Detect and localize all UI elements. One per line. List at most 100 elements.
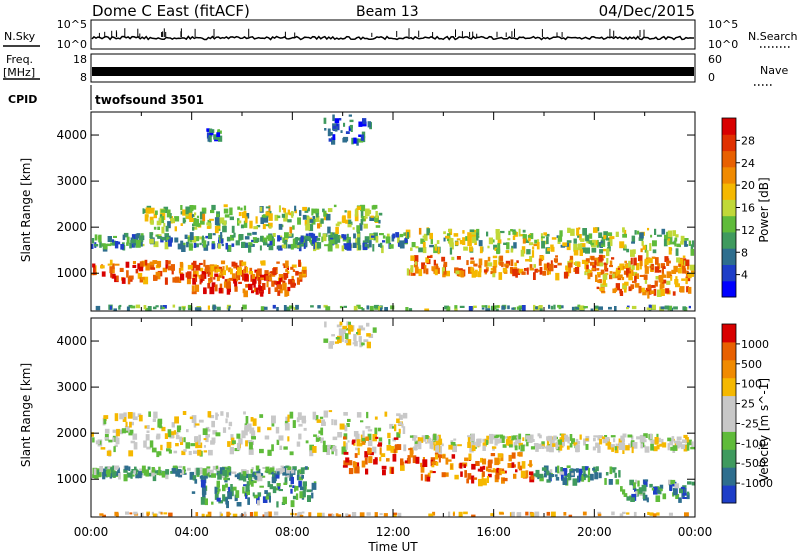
power-cell <box>258 277 262 285</box>
power-cell <box>161 226 165 234</box>
power-cell <box>180 273 185 281</box>
velocity-cell <box>298 480 302 488</box>
velocity-cell <box>468 438 472 442</box>
power-cell <box>360 219 364 225</box>
velocity-cell <box>152 418 156 422</box>
power-cell <box>674 237 678 242</box>
velocity-cell <box>153 411 158 419</box>
velocity-cell <box>346 321 349 326</box>
velocity-cell <box>604 478 607 485</box>
power-cell <box>332 134 336 140</box>
power-cell <box>312 208 318 214</box>
velocity-cell <box>179 436 183 443</box>
power-cell <box>423 233 428 241</box>
velocity-cell <box>285 416 289 424</box>
velocity-cell <box>132 412 136 418</box>
velocity-cell <box>161 471 166 478</box>
power-cell <box>353 137 357 144</box>
power-cell <box>624 281 629 286</box>
velocity-cell <box>435 440 441 447</box>
power-cell <box>634 275 637 283</box>
velocity-cell <box>353 442 356 446</box>
power-cell <box>304 235 308 240</box>
velocity-cell <box>683 434 688 439</box>
power-cell <box>622 233 627 238</box>
velocity-cell <box>585 444 589 450</box>
velocity-cell <box>494 457 500 466</box>
velocity-cell <box>234 474 239 478</box>
velocity-cell <box>202 492 206 500</box>
velocity-cell <box>334 341 339 344</box>
power-cell <box>519 307 522 311</box>
velocity-cell <box>301 511 305 514</box>
velocity-cell <box>242 486 245 494</box>
power-cell <box>443 271 447 275</box>
velocity-cell <box>585 466 589 471</box>
power-cell <box>584 271 587 276</box>
power-cell <box>631 235 636 242</box>
velocity-cell <box>344 339 348 343</box>
power-cell <box>231 225 235 233</box>
velocity-cell <box>534 511 540 517</box>
power-cell <box>626 305 630 308</box>
power-cell <box>248 242 253 246</box>
power-cell <box>147 306 152 311</box>
power-cell <box>375 225 381 228</box>
velocity-cell <box>672 487 678 496</box>
power-cell <box>358 245 362 250</box>
velocity-cell <box>322 440 326 449</box>
velocity-cell <box>278 489 283 492</box>
velocity-cell <box>644 479 649 482</box>
velocity-colorbar-segment <box>722 377 736 397</box>
power-cell <box>481 307 485 310</box>
velocity-cell <box>629 495 633 499</box>
velocity-cell <box>649 483 653 488</box>
velocity-cell <box>227 471 232 476</box>
power-cell <box>473 305 477 308</box>
velocity-cell <box>168 512 173 517</box>
power-cell <box>274 287 279 292</box>
power-cell <box>343 305 347 308</box>
power-cell <box>510 229 513 232</box>
power-cell <box>522 229 526 233</box>
power-cell <box>380 307 383 311</box>
velocity-colorbar-tick-label: -1000 <box>741 477 773 490</box>
power-colorbar-tick-label: 16 <box>741 202 755 215</box>
velocity-cell <box>175 434 180 440</box>
power-cell <box>635 263 640 271</box>
power-cell <box>288 233 292 237</box>
power-cell <box>495 308 499 311</box>
power-cell <box>403 232 407 236</box>
nave-tick-top: 60 <box>708 53 722 66</box>
power-cell <box>358 307 363 310</box>
power-cell <box>689 264 695 271</box>
noise-left-tick-top: 10^5 <box>57 18 87 31</box>
power-cell <box>126 236 130 244</box>
power-cell <box>149 261 155 270</box>
velocity-cell <box>205 426 210 430</box>
power-cell <box>685 277 688 285</box>
velocity-cell <box>477 468 481 472</box>
power-cell <box>528 236 531 242</box>
power-cell <box>532 246 535 250</box>
velocity-cell <box>133 511 138 515</box>
power-cell <box>339 305 343 309</box>
velocity-cell <box>207 472 210 477</box>
velocity-cell <box>564 434 568 442</box>
power-cell <box>214 217 220 226</box>
power-cell <box>576 227 580 236</box>
power-cell <box>606 258 609 264</box>
power-cell <box>206 132 210 139</box>
power-cell <box>586 264 589 270</box>
velocity-cell <box>97 470 102 478</box>
velocity-colorbar-segment <box>722 449 736 468</box>
power-cell <box>638 285 642 294</box>
velocity-cell <box>298 423 303 427</box>
power-cell <box>492 273 496 278</box>
velocity-ytick-label: 2000 <box>56 426 87 440</box>
power-cell <box>471 306 474 310</box>
velocity-cell <box>287 466 292 470</box>
velocity-cell <box>202 428 208 435</box>
power-cell <box>120 244 124 250</box>
power-cell <box>607 241 610 247</box>
